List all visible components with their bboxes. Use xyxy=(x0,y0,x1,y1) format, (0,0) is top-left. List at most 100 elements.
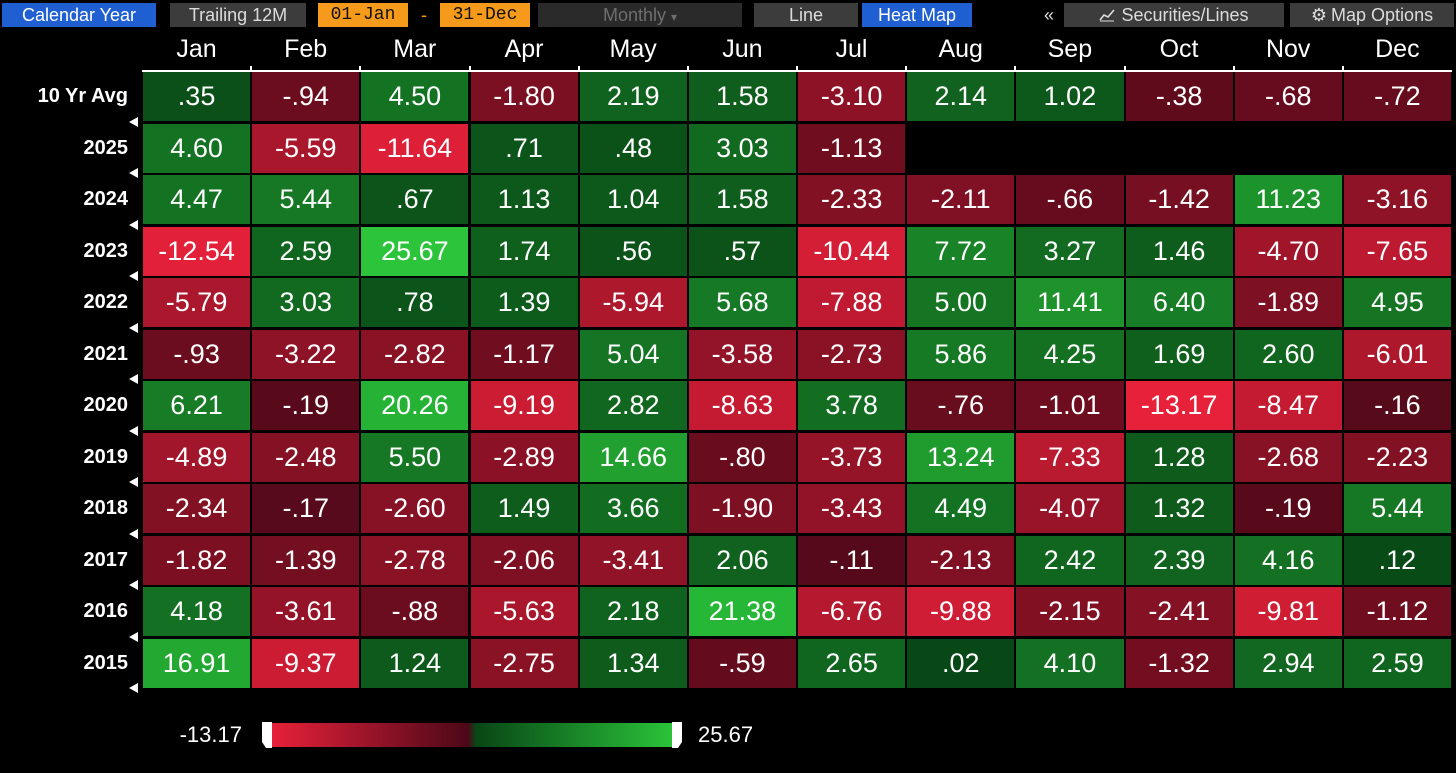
heatmap-cell[interactable]: 2.42 xyxy=(1016,535,1124,585)
heatmap-cell[interactable]: 1.58 xyxy=(688,175,796,224)
trailing-12m-button[interactable]: Trailing 12M xyxy=(170,3,306,27)
heatmap-cell[interactable]: 2.94 xyxy=(1234,638,1342,688)
heatmap-cell[interactable]: -.19 xyxy=(252,381,360,430)
heatmap-cell[interactable]: -2.34 xyxy=(143,484,251,533)
heatmap-cell[interactable]: -8.63 xyxy=(688,381,796,430)
heatmap-cell[interactable]: 2.59 xyxy=(1343,638,1452,688)
heatmap-cell[interactable]: 11.23 xyxy=(1234,175,1342,224)
heatmap-cell[interactable]: -5.63 xyxy=(470,587,578,636)
map-options-button[interactable]: ⚙ Map Options xyxy=(1290,3,1454,27)
heatmap-cell[interactable]: 2.82 xyxy=(579,381,687,430)
heatmap-cell[interactable]: 16.91 xyxy=(143,638,251,688)
heatmap-cell[interactable]: 4.47 xyxy=(143,175,251,224)
heatmap-cell[interactable]: -.16 xyxy=(1343,381,1452,430)
heatmap-cell[interactable]: 2.59 xyxy=(252,226,360,276)
heatmap-cell[interactable]: 2.60 xyxy=(1234,329,1342,379)
heatmap-cell[interactable]: 2.14 xyxy=(907,72,1015,121)
heatmap-cell[interactable]: 11.41 xyxy=(1016,278,1124,327)
heatmap-cell[interactable]: 4.18 xyxy=(143,587,251,636)
heatmap-cell[interactable]: 13.24 xyxy=(907,432,1015,482)
heatmap-cell[interactable]: -4.70 xyxy=(1234,226,1342,276)
heatmap-cell[interactable]: 3.03 xyxy=(252,278,360,327)
heatmap-cell[interactable]: .12 xyxy=(1343,535,1452,585)
heatmap-cell[interactable]: -7.65 xyxy=(1343,226,1452,276)
heatmap-cell[interactable]: 4.25 xyxy=(1016,329,1124,379)
heatmap-cell[interactable]: -12.54 xyxy=(143,226,251,276)
heatmap-cell[interactable]: -8.47 xyxy=(1234,381,1342,430)
heatmap-cell[interactable]: 1.49 xyxy=(470,484,578,533)
heatmap-cell[interactable]: 1.13 xyxy=(470,175,578,224)
heatmap-cell[interactable]: 1.34 xyxy=(579,638,687,688)
heatmap-cell[interactable]: -.17 xyxy=(252,484,360,533)
heatmap-cell[interactable]: -1.17 xyxy=(470,329,578,379)
heatmap-cell[interactable]: 5.00 xyxy=(907,278,1015,327)
heatmap-cell[interactable]: -2.11 xyxy=(907,175,1015,224)
heatmap-cell[interactable]: -1.12 xyxy=(1343,587,1452,636)
legend-max-handle[interactable] xyxy=(672,722,682,748)
date-from-field[interactable]: 01-Jan xyxy=(318,3,408,27)
heatmap-cell[interactable]: 25.67 xyxy=(361,226,469,276)
heatmap-cell[interactable]: 4.16 xyxy=(1234,535,1342,585)
heatmap-cell[interactable]: -.11 xyxy=(798,535,906,585)
heatmap-cell[interactable]: 14.66 xyxy=(579,432,687,482)
heatmap-cell[interactable]: -2.75 xyxy=(470,638,578,688)
heatmap-cell[interactable]: -4.89 xyxy=(143,432,251,482)
heatmap-cell[interactable]: .71 xyxy=(470,123,578,173)
heatmap-cell[interactable]: -2.48 xyxy=(252,432,360,482)
heatmap-cell[interactable]: -4.07 xyxy=(1016,484,1124,533)
heatmap-cell[interactable]: -.76 xyxy=(907,381,1015,430)
heatmap-cell[interactable]: 1.32 xyxy=(1125,484,1233,533)
heatmap-cell[interactable]: -1.13 xyxy=(798,123,906,173)
heatmap-cell[interactable]: -.68 xyxy=(1234,72,1342,121)
heatmap-cell[interactable]: .78 xyxy=(361,278,469,327)
calendar-year-button[interactable]: Calendar Year xyxy=(2,3,156,27)
heatmap-cell[interactable]: 5.68 xyxy=(688,278,796,327)
heatmap-cell[interactable]: -3.73 xyxy=(798,432,906,482)
heatmap-cell[interactable]: 1.04 xyxy=(579,175,687,224)
heatmap-cell[interactable]: 5.86 xyxy=(907,329,1015,379)
heatmap-cell[interactable]: -3.41 xyxy=(579,535,687,585)
heatmap-cell[interactable]: -2.60 xyxy=(361,484,469,533)
heatmap-cell[interactable]: 4.49 xyxy=(907,484,1015,533)
heatmap-cell[interactable]: -1.82 xyxy=(143,535,251,585)
heatmap-cell[interactable]: -11.64 xyxy=(361,123,469,173)
heatmap-cell[interactable]: -2.78 xyxy=(361,535,469,585)
heatmap-cell[interactable]: -7.33 xyxy=(1016,432,1124,482)
heatmap-cell[interactable]: -1.01 xyxy=(1016,381,1124,430)
heatmap-cell[interactable]: 2.18 xyxy=(579,587,687,636)
date-to-field[interactable]: 31-Dec xyxy=(440,3,530,27)
heatmap-cell[interactable]: -.66 xyxy=(1016,175,1124,224)
heatmap-cell[interactable]: -10.44 xyxy=(798,226,906,276)
heatmap-cell[interactable]: -3.16 xyxy=(1343,175,1452,224)
heatmap-cell[interactable]: 1.02 xyxy=(1016,72,1124,121)
heatmap-cell[interactable]: .67 xyxy=(361,175,469,224)
heatmap-cell[interactable]: -1.42 xyxy=(1125,175,1233,224)
heatmap-cell[interactable]: -2.23 xyxy=(1343,432,1452,482)
heatmap-cell[interactable]: -1.32 xyxy=(1125,638,1233,688)
heatmap-cell[interactable]: .57 xyxy=(688,226,796,276)
heatmap-cell[interactable]: 5.44 xyxy=(1343,484,1452,533)
heatmap-cell[interactable]: -2.33 xyxy=(798,175,906,224)
heatmap-cell[interactable]: -1.80 xyxy=(470,72,578,121)
heatmap-cell[interactable]: -2.89 xyxy=(470,432,578,482)
heatmap-cell[interactable]: .56 xyxy=(579,226,687,276)
line-view-button[interactable]: Line xyxy=(754,3,858,27)
heatmap-cell[interactable]: -2.13 xyxy=(907,535,1015,585)
heatmap-cell[interactable]: 2.19 xyxy=(579,72,687,121)
heatmap-cell[interactable]: 6.40 xyxy=(1125,278,1233,327)
heatmap-cell[interactable]: -2.15 xyxy=(1016,587,1124,636)
heatmap-cell[interactable]: -7.88 xyxy=(798,278,906,327)
heatmap-cell[interactable]: 3.03 xyxy=(688,123,796,173)
heatmap-cell[interactable]: 1.24 xyxy=(361,638,469,688)
heatmap-cell[interactable]: -3.22 xyxy=(252,329,360,379)
collapse-icon[interactable]: « xyxy=(1043,5,1054,25)
heatmap-cell[interactable]: -5.94 xyxy=(579,278,687,327)
heatmap-cell[interactable]: .35 xyxy=(143,72,251,121)
heatmap-cell[interactable]: -2.68 xyxy=(1234,432,1342,482)
heatmap-cell[interactable]: 2.39 xyxy=(1125,535,1233,585)
heatmap-cell[interactable]: 5.44 xyxy=(252,175,360,224)
securities-lines-button[interactable]: Securities/Lines xyxy=(1064,3,1284,27)
heatmap-cell[interactable]: -9.81 xyxy=(1234,587,1342,636)
heatmap-cell[interactable]: -9.19 xyxy=(470,381,578,430)
legend-min-handle[interactable] xyxy=(262,722,272,748)
